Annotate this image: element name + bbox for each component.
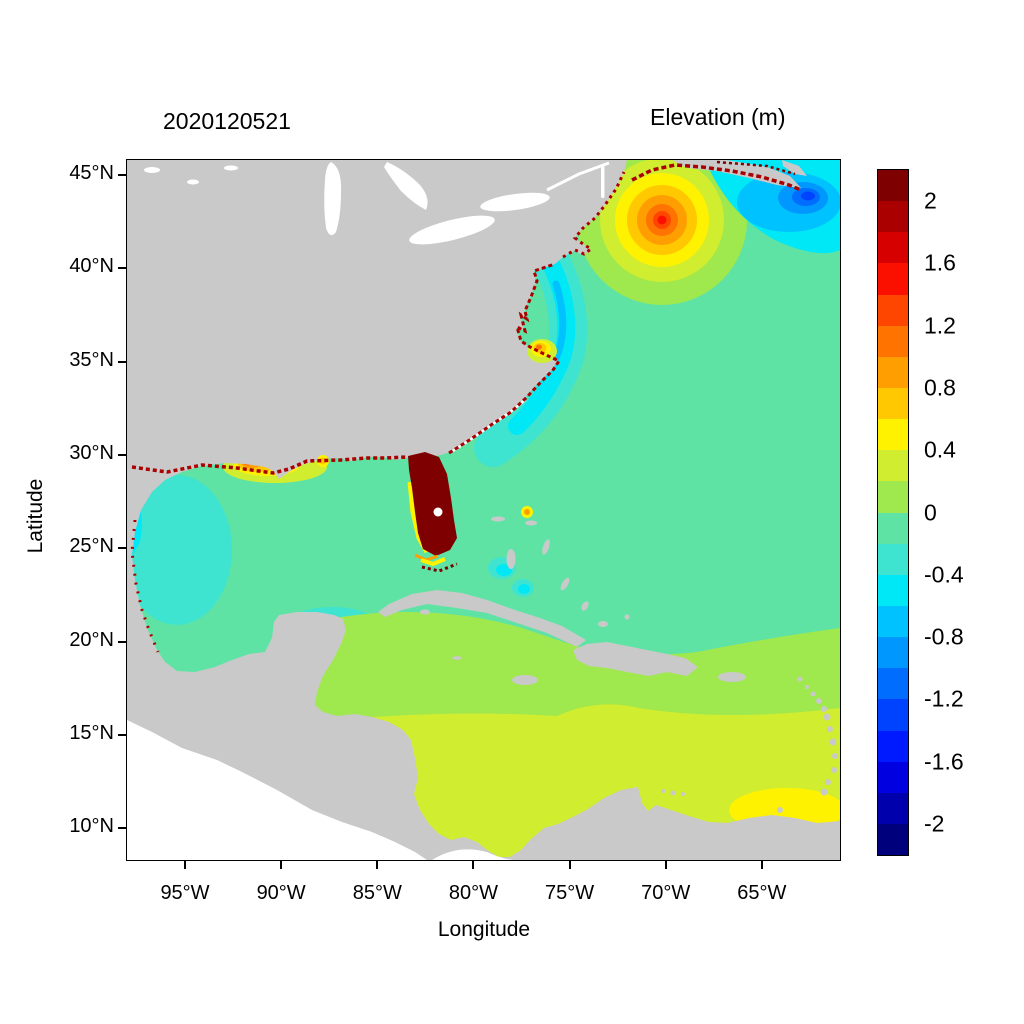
pacific-no-data <box>127 720 513 860</box>
y-tick-label: 10°N <box>69 815 114 838</box>
y-tick-mark <box>118 827 126 830</box>
colorbar-cell <box>878 170 908 202</box>
colorbar-tick-label: -2 <box>924 810 945 837</box>
map-plot <box>127 160 840 860</box>
colorbar-cell <box>878 387 908 420</box>
x-tick-mark <box>760 861 763 869</box>
colorbar-cell <box>878 294 908 326</box>
colorbar-cell <box>878 699 908 731</box>
colorbar-cell <box>878 512 908 544</box>
y-tick-mark <box>118 174 126 176</box>
x-tick-mark <box>280 861 283 869</box>
x-tick-mark <box>184 861 186 869</box>
x-tick-label: 80°W <box>448 882 498 904</box>
colorbar-cell <box>878 481 908 513</box>
colorbar-cell <box>878 356 908 388</box>
y-tick-mark <box>118 454 126 457</box>
colorbar-tick-label: -1.2 <box>924 685 964 712</box>
y-tick-label: 35°N <box>69 348 114 371</box>
colorbar-cell <box>878 823 908 856</box>
colorbar-cell <box>878 325 908 357</box>
colorbar-tick-label: -0.8 <box>924 623 964 650</box>
x-axis-label: Longitude <box>437 918 531 941</box>
x-tick-label: 70°W <box>641 882 691 904</box>
colorbar-tick-label: 0 <box>924 499 937 525</box>
y-tick-label: 40°N <box>69 255 114 278</box>
colorbar-title: Elevation (m) <box>650 104 786 130</box>
y-tick-label: 20°N <box>69 628 114 651</box>
surge-features <box>130 160 802 653</box>
colorbar-cell <box>878 450 908 482</box>
colorbar-cell <box>878 232 908 264</box>
y-tick-label: 15°N <box>69 722 114 745</box>
colorbar-cell <box>878 419 908 451</box>
colorbar-tick-label: 0.4 <box>924 436 956 463</box>
y-tick-mark <box>118 640 126 643</box>
colorbar-cell <box>878 761 908 793</box>
x-tick-mark <box>376 861 379 869</box>
plot-title-left: 2020120521 <box>163 108 291 134</box>
y-tick-mark <box>118 734 126 737</box>
x-tick-label: 85°W <box>352 882 402 904</box>
lakes <box>144 161 610 245</box>
y-axis-label: Latitude <box>24 478 47 554</box>
colorbar-cell <box>878 668 908 700</box>
colorbar-tick-label: 1.6 <box>924 249 956 276</box>
colorbar-cell <box>878 792 908 824</box>
colorbar-cells <box>877 169 909 856</box>
colorbar-tick-label: -0.4 <box>924 561 964 588</box>
x-tick-label: 65°W <box>737 882 787 904</box>
colorbar-cell <box>878 637 908 669</box>
colorbar-tick-label: -1.6 <box>924 748 964 775</box>
colorbar-tick-label: 0.8 <box>924 374 956 401</box>
y-tick-mark <box>118 360 126 363</box>
colorbar-cell <box>878 574 908 606</box>
colorbar-cell <box>878 543 908 575</box>
colorbar-tick-label: 1.2 <box>924 312 956 339</box>
y-tick-mark <box>118 267 126 270</box>
map-frame <box>126 159 841 861</box>
x-tick-label: 90°W <box>256 882 306 904</box>
colorbar-cell <box>878 263 908 295</box>
y-tick-label: 30°N <box>69 442 114 465</box>
x-tick-label: 75°W <box>544 882 595 904</box>
y-tick-label: 25°N <box>69 535 114 558</box>
colorbar-tick-label: 2 <box>924 187 937 214</box>
y-tick-label: 45°N <box>69 162 114 184</box>
y-tick-mark <box>118 547 126 550</box>
x-tick-label: 95°W <box>160 882 210 904</box>
colorbar-cell <box>878 201 908 233</box>
x-tick-mark <box>472 861 475 869</box>
colorbar-cell <box>878 730 908 762</box>
x-tick-mark <box>664 861 667 869</box>
colorbar-cell <box>878 605 908 638</box>
x-tick-mark <box>568 861 571 869</box>
